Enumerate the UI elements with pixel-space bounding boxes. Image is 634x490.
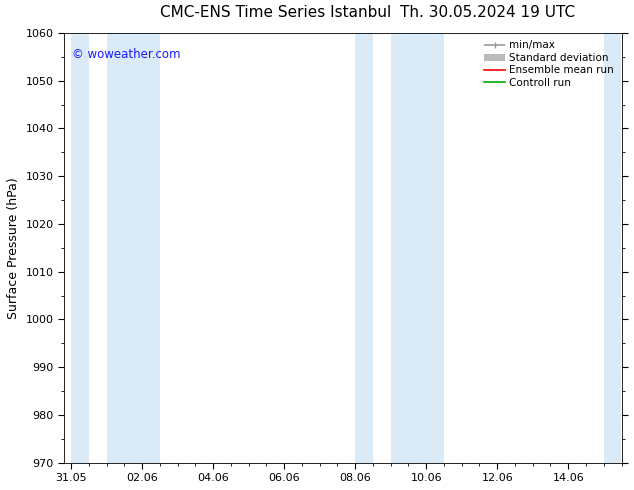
Text: Th. 30.05.2024 19 UTC: Th. 30.05.2024 19 UTC <box>400 5 575 20</box>
Text: CMC-ENS Time Series Istanbul: CMC-ENS Time Series Istanbul <box>160 5 392 20</box>
Bar <box>391 33 444 463</box>
Bar <box>604 33 621 463</box>
Legend: min/max, Standard deviation, Ensemble mean run, Controll run: min/max, Standard deviation, Ensemble me… <box>482 38 616 90</box>
Bar <box>107 33 160 463</box>
Text: © woweather.com: © woweather.com <box>72 48 181 61</box>
Y-axis label: Surface Pressure (hPa): Surface Pressure (hPa) <box>7 177 20 318</box>
Bar <box>355 33 373 463</box>
Bar <box>71 33 89 463</box>
